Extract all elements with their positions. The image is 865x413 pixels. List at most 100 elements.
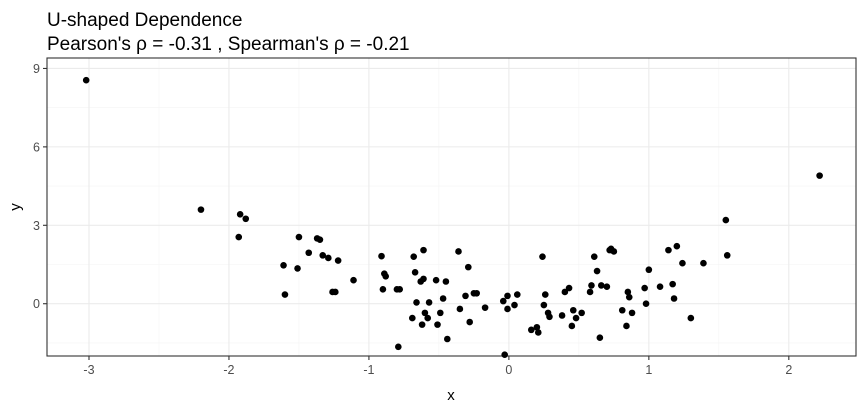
data-point [350,276,357,284]
data-point [673,242,681,250]
data-point [539,253,546,260]
data-point [420,246,427,254]
x-tick-label: 2 [785,363,792,377]
data-point [395,343,402,351]
data-point [281,291,289,298]
data-point [197,206,205,213]
data-point [656,283,664,291]
data-point [432,276,440,284]
data-point [687,314,695,322]
data-point [420,275,427,283]
y-tick-label: 3 [33,219,40,233]
data-point [670,295,678,302]
data-point [334,257,342,264]
data-point [444,335,451,343]
data-point [572,314,580,322]
data-point [437,309,444,317]
data-point [280,261,287,269]
data-point [641,284,648,292]
data-point [411,269,419,276]
data-point [424,314,432,322]
data-point [679,259,686,267]
data-point [82,76,90,84]
data-point [722,216,730,224]
data-point [455,248,462,255]
data-point [294,265,301,272]
data-point [235,233,243,241]
data-point [504,305,511,313]
data-point [242,215,250,223]
data-point [410,253,418,260]
data-point [501,351,508,358]
data-point [511,301,518,309]
x-axis-title: x [447,387,455,404]
y-tick-label: 9 [33,62,40,76]
data-point [590,253,598,260]
data-point [645,266,653,274]
points-layer [82,76,823,358]
data-point [541,291,549,298]
data-point [610,248,618,255]
data-point [625,293,633,301]
data-point [546,313,553,321]
data-point [534,329,542,336]
ticks-layer: -3 -2 -1 0 1 2 0 3 6 9 [33,62,792,377]
panel-border [46,57,857,357]
data-point [382,272,390,280]
data-point [597,282,605,289]
data-point [439,295,447,302]
data-point [378,252,385,260]
data-point [332,288,339,296]
data-point [413,299,420,306]
data-point [618,306,626,314]
x-tick-label: 0 [505,363,512,377]
y-tick-label: 0 [33,297,40,311]
data-point [593,267,601,275]
data-point [316,236,324,243]
data-point [603,283,611,291]
grid-layer [47,58,856,356]
data-point [623,322,630,330]
data-point [421,309,429,317]
data-point [504,292,511,300]
data-point [466,318,473,326]
data-point [305,249,313,257]
data-point [462,292,469,300]
data-point [628,309,636,317]
data-point [558,312,566,319]
data-point [295,233,303,241]
data-point [418,321,426,328]
data-point [464,263,472,271]
data-point [527,326,535,334]
chart-subtitle: Pearson's ρ = -0.31 , Spearman's ρ = -0.… [47,34,410,55]
data-point [533,323,541,331]
data-point [586,288,594,296]
data-point [513,291,521,298]
data-point [565,284,573,292]
data-point [665,246,672,254]
data-point [561,288,569,296]
data-point [434,321,441,328]
data-point [425,299,433,306]
data-point [588,282,595,289]
data-point [319,252,327,259]
data-point [669,280,676,288]
y-tick-label: 6 [33,140,40,154]
x-tick-label: 1 [645,363,652,377]
data-point [325,254,332,262]
x-tick-label: -1 [363,363,374,377]
data-point [596,334,604,342]
data-point [473,289,480,297]
data-point [569,306,577,314]
data-point [481,304,489,311]
data-point [499,297,507,305]
data-point [236,211,244,218]
data-point [409,314,416,322]
data-point [379,286,387,293]
data-point [540,301,548,309]
data-point [816,172,823,179]
data-point [442,278,450,285]
x-tick-label: -2 [223,363,234,377]
data-point [700,259,707,267]
